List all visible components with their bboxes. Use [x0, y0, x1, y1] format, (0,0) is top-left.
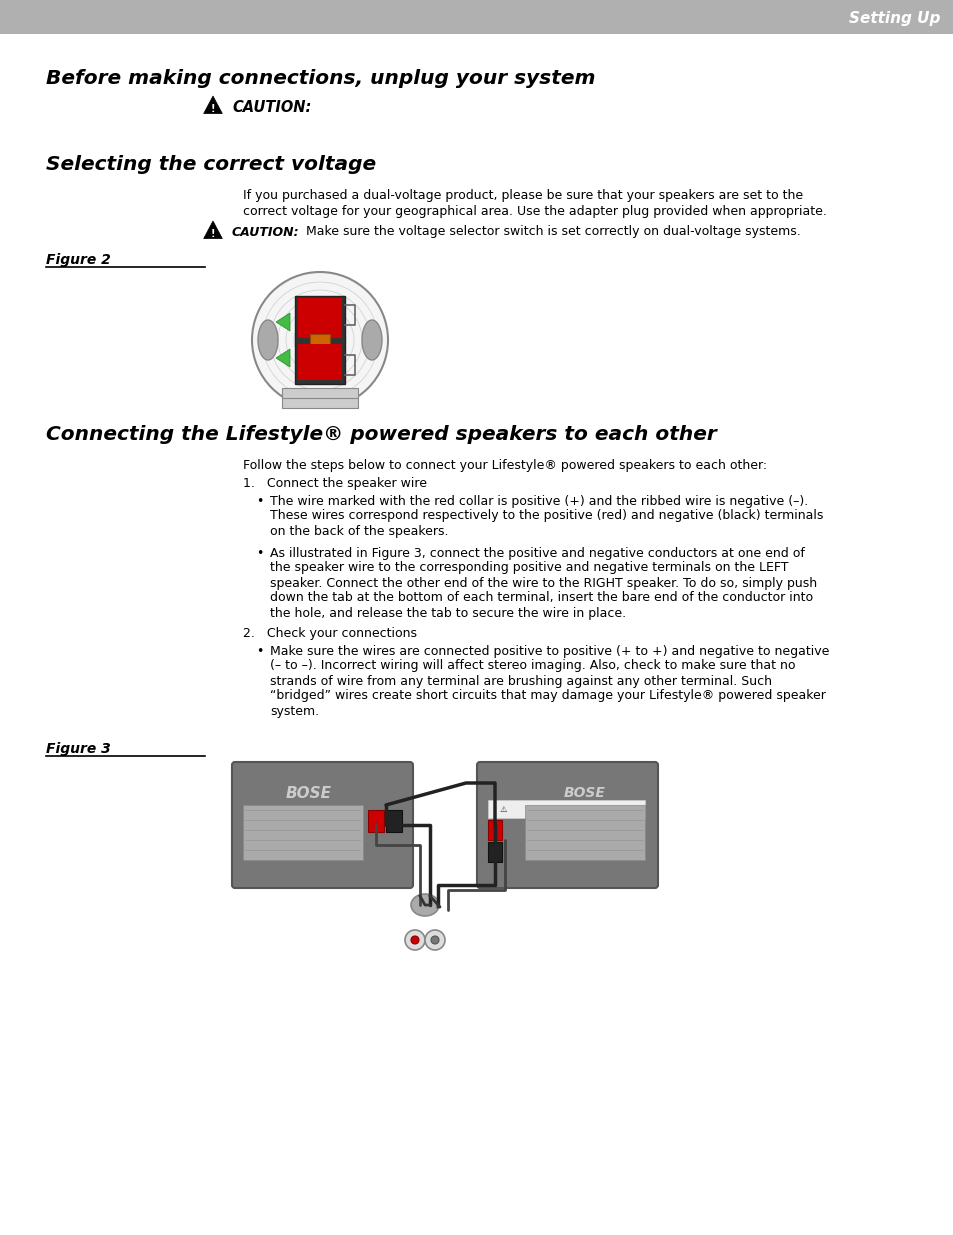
Polygon shape: [275, 350, 290, 367]
Circle shape: [411, 936, 418, 944]
Bar: [0, 0, 953, 35]
Ellipse shape: [361, 320, 381, 359]
Polygon shape: [203, 96, 222, 114]
Bar: [368, 810, 384, 832]
Text: •: •: [255, 494, 263, 508]
Text: Follow the steps below to connect your Lifestyle® powered speakers to each other: Follow the steps below to connect your L…: [243, 458, 766, 472]
Bar: [243, 805, 363, 860]
Text: Selecting the correct voltage: Selecting the correct voltage: [46, 156, 375, 174]
Text: Figure 3: Figure 3: [46, 742, 111, 756]
FancyBboxPatch shape: [232, 762, 413, 888]
Text: 1.   Connect the speaker wire: 1. Connect the speaker wire: [243, 477, 427, 489]
Text: CAUTION:: CAUTION:: [232, 226, 299, 238]
Polygon shape: [275, 312, 290, 331]
Text: on the back of the speakers.: on the back of the speakers.: [270, 525, 448, 537]
Text: These wires correspond respectively to the positive (red) and negative (black) t: These wires correspond respectively to t…: [270, 510, 822, 522]
Circle shape: [405, 930, 424, 950]
Text: strands of wire from any terminal are brushing against any other terminal. Such: strands of wire from any terminal are br…: [270, 674, 771, 688]
Text: Figure 2: Figure 2: [46, 253, 111, 267]
Text: •: •: [255, 645, 263, 657]
Circle shape: [431, 936, 438, 944]
Text: Before making connections, unplug your system: Before making connections, unplug your s…: [46, 68, 595, 88]
Text: the speaker wire to the corresponding positive and negative terminals on the LEF: the speaker wire to the corresponding po…: [270, 562, 788, 574]
Bar: [297, 298, 341, 338]
Text: If you purchased a dual-voltage product, please be sure that your speakers are s: If you purchased a dual-voltage product,…: [243, 189, 802, 203]
FancyBboxPatch shape: [476, 762, 658, 888]
Text: “bridged” wires create short circuits that may damage your Lifestyle® powered sp: “bridged” wires create short circuits th…: [270, 689, 825, 703]
Circle shape: [424, 930, 444, 950]
Text: •: •: [255, 547, 263, 559]
Circle shape: [252, 272, 388, 408]
Text: correct voltage for your geographical area. Use the adapter plug provided when a: correct voltage for your geographical ar…: [243, 205, 826, 217]
Text: (– to –). Incorrect wiring will affect stereo imaging. Also, check to make sure : (– to –). Incorrect wiring will affect s…: [270, 659, 795, 673]
Text: CAUTION:: CAUTION:: [232, 100, 311, 115]
Text: Make sure the voltage selector switch is set correctly on dual-voltage systems.: Make sure the voltage selector switch is…: [302, 226, 800, 238]
Text: Make sure the wires are connected positive to positive (+ to +) and negative to : Make sure the wires are connected positi…: [270, 645, 828, 657]
Text: The wire marked with the red collar is positive (+) and the ribbed wire is negat: The wire marked with the red collar is p…: [270, 494, 807, 508]
Text: system.: system.: [270, 704, 319, 718]
Text: !: !: [211, 228, 215, 238]
Bar: [488, 820, 501, 840]
Bar: [297, 345, 341, 380]
Text: down the tab at the bottom of each terminal, insert the bare end of the conducto: down the tab at the bottom of each termi…: [270, 592, 812, 604]
Ellipse shape: [411, 894, 438, 916]
Polygon shape: [203, 221, 222, 238]
Bar: [294, 296, 345, 384]
Text: 2.   Check your connections: 2. Check your connections: [243, 627, 416, 641]
Text: BOSE: BOSE: [563, 785, 605, 800]
Text: BOSE: BOSE: [285, 785, 331, 800]
Text: !: !: [211, 104, 215, 114]
Bar: [524, 805, 644, 860]
Text: speaker. Connect the other end of the wire to the RIGHT speaker. To do so, simpl: speaker. Connect the other end of the wi…: [270, 577, 817, 589]
Text: the hole, and release the tab to secure the wire in place.: the hole, and release the tab to secure …: [270, 606, 625, 620]
Text: ⚠: ⚠: [499, 804, 507, 814]
Text: Connecting the Lifestyle® powered speakers to each other: Connecting the Lifestyle® powered speake…: [46, 426, 716, 445]
Text: As illustrated in Figure 3, connect the positive and negative conductors at one : As illustrated in Figure 3, connect the …: [270, 547, 804, 559]
Bar: [488, 842, 501, 862]
Ellipse shape: [257, 320, 277, 359]
Bar: [310, 333, 330, 348]
Bar: [488, 800, 644, 818]
Text: Setting Up: Setting Up: [848, 11, 939, 26]
Bar: [386, 810, 401, 832]
Bar: [282, 388, 357, 408]
